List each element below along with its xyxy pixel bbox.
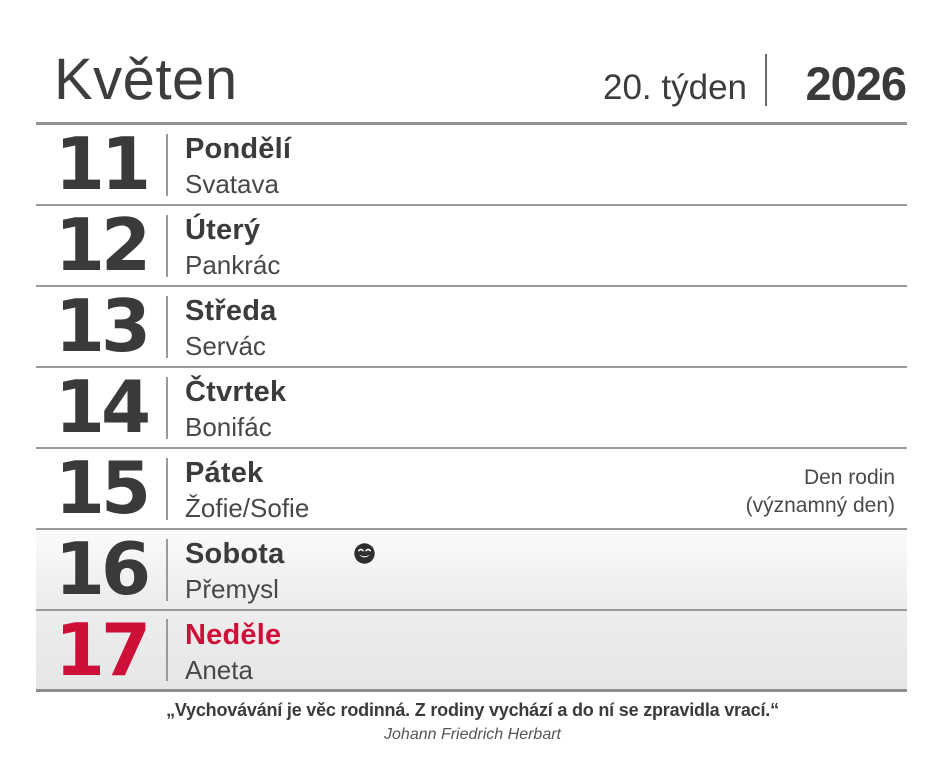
nameday-label: Bonifác: [185, 412, 272, 442]
day-row-friday: 15 Pátek Žofie/Sofie Den rodin (významný…: [36, 449, 907, 530]
week-number-label: 20. týden: [603, 68, 747, 107]
quote-text: „Vychovávání je věc rodinná. Z rodiny vy…: [166, 700, 779, 720]
note-line-1: Den rodin: [803, 466, 895, 489]
day-number: 14: [54, 365, 151, 449]
day-row-saturday: 16 Sobota Přemysl: [36, 530, 907, 611]
row-divider: [166, 295, 168, 358]
significant-day-note: Den rodin (významný den): [746, 464, 895, 520]
header-divider: [765, 54, 767, 106]
day-name: Neděle: [185, 619, 282, 651]
row-divider: [166, 214, 168, 277]
calendar-content: Květen 20. týden 2026 11 Pondělí Svatava…: [36, 0, 907, 692]
day-name: Pondělí: [185, 133, 292, 165]
calendar-header: Květen 20. týden 2026: [36, 0, 907, 125]
day-text: Neděle Aneta: [168, 611, 281, 689]
note-line-2: (významný den): [745, 494, 895, 517]
day-name: Úterý: [185, 214, 261, 246]
quote-author: Johann Friedrich Herbart: [384, 726, 561, 743]
day-number: 11: [54, 122, 151, 206]
row-divider: [166, 619, 168, 681]
day-row-sunday: 17 Neděle Aneta: [36, 611, 907, 692]
day-text: Pondělí Svatava: [168, 125, 291, 204]
nameday-label: Aneta: [185, 655, 253, 685]
day-name: Čtvrtek: [185, 376, 287, 408]
day-row-thursday: 14 Čtvrtek Bonifác: [36, 368, 907, 449]
day-row-tuesday: 12 Úterý Pankrác: [36, 206, 907, 287]
day-text: Čtvrtek Bonifác: [168, 368, 286, 447]
day-row-monday: 11 Pondělí Svatava: [36, 125, 907, 206]
day-text: Středa Servác: [168, 287, 276, 366]
row-divider: [166, 457, 168, 520]
day-name: Pátek: [185, 457, 264, 489]
row-divider: [166, 133, 168, 196]
day-name: Sobota: [185, 538, 285, 570]
day-number: 13: [54, 284, 151, 368]
new-moon-face-icon: [352, 541, 377, 566]
day-text: Sobota Přemysl: [168, 530, 284, 609]
day-text: Pátek Žofie/Sofie: [168, 449, 309, 528]
month-title: Květen: [54, 47, 238, 112]
day-number: 15: [54, 446, 151, 530]
year-label: 2026: [805, 57, 907, 110]
nameday-label: Žofie/Sofie: [185, 493, 310, 523]
day-text: Úterý Pankrác: [168, 206, 280, 285]
day-number: 17: [54, 608, 151, 692]
day-number: 16: [54, 527, 151, 611]
day-row-wednesday: 13 Středa Servác: [36, 287, 907, 368]
footer-quote-block: „Vychovávání je věc rodinná. Z rodiny vy…: [0, 699, 945, 745]
nameday-label: Svatava: [185, 169, 279, 199]
nameday-label: Servác: [185, 331, 266, 361]
nameday-label: Přemysl: [185, 574, 279, 604]
nameday-label: Pankrác: [185, 250, 281, 280]
day-number: 12: [54, 203, 151, 287]
row-divider: [166, 376, 168, 439]
row-divider: [166, 538, 168, 601]
day-name: Středa: [185, 295, 277, 327]
